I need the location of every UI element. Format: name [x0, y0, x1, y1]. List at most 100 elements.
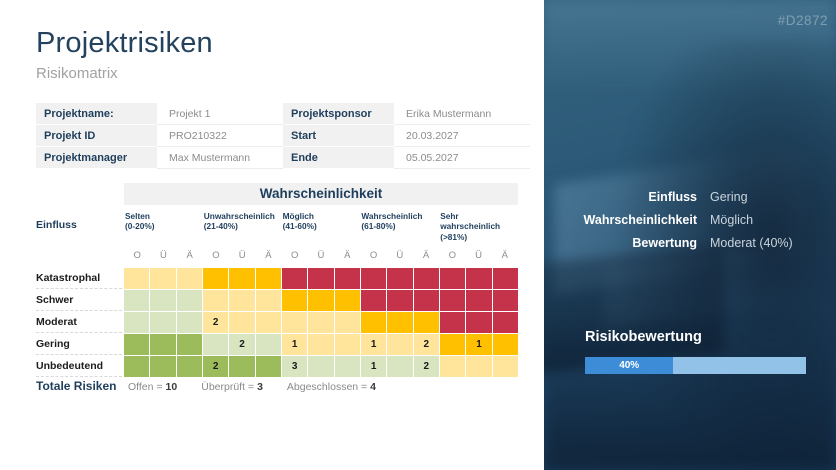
- kv-row: Bewertung Moderat (40%): [544, 236, 836, 251]
- matrix-cell: [203, 334, 229, 355]
- probability-column-range: (0-20%): [125, 221, 155, 232]
- matrix-cell: [466, 356, 492, 377]
- info-row: Ende 05.05.2027: [283, 147, 530, 169]
- impact-row-labels: Katastrophal Schwer Moderat Gering Unbedeute…: [36, 268, 122, 377]
- info-label: Ende: [283, 147, 394, 169]
- matrix-cell: [308, 268, 334, 289]
- matrix-cell: [387, 268, 413, 289]
- matrix-cell: [413, 312, 439, 333]
- status-letter: Ä: [186, 250, 193, 261]
- totals-item-value: 4: [370, 381, 377, 393]
- probability-column-range: (21-40%): [203, 221, 238, 232]
- info-row: Projektname: Projekt 1: [36, 103, 283, 125]
- matrix-cell: [124, 290, 150, 311]
- page-title: Projektrisiken: [36, 27, 213, 59]
- status-letter: Ü: [317, 250, 325, 261]
- probability-column-name: Wahrscheinlich: [361, 211, 423, 221]
- matrix-cell: [440, 356, 466, 377]
- probability-column-name: Sehr wahrscheinlich: [440, 211, 501, 232]
- totals-items: Offen = 10 Überprüft = 3 Abgeschlossen = 4: [128, 381, 376, 393]
- reference-code: #D2872: [777, 13, 828, 28]
- matrix-cell: [492, 334, 518, 355]
- kv-value: Möglich: [710, 213, 754, 227]
- matrix-cell: [229, 356, 255, 377]
- info-row: Projektmanager Max Mustermann: [36, 147, 283, 169]
- impact-row-label: Katastrophal: [36, 268, 122, 289]
- matrix-cell: 3: [282, 356, 308, 377]
- status-letter: Ü: [396, 250, 404, 261]
- info-value: 20.03.2027: [394, 125, 530, 147]
- photo-bottom-shade: [544, 310, 836, 470]
- status-letter: Ü: [238, 250, 246, 261]
- status-letter: Ä: [344, 250, 351, 261]
- impact-row-label: Gering: [36, 334, 122, 355]
- info-value: Erika Mustermann: [394, 103, 530, 125]
- matrix-cell: 1: [361, 356, 387, 377]
- matrix-cell: [229, 312, 255, 333]
- matrix-cell: [440, 312, 466, 333]
- matrix-cell: [361, 312, 387, 333]
- matrix-cell: 2: [413, 334, 439, 355]
- info-value: Max Mustermann: [157, 147, 283, 169]
- info-value: Projekt 1: [157, 103, 283, 125]
- probability-column-name: Selten: [125, 211, 150, 221]
- impact-row-label: Moderat: [36, 312, 122, 333]
- matrix-cell: [413, 290, 439, 311]
- probability-column-range: (>81%): [440, 231, 468, 242]
- matrix-cell: [124, 334, 150, 355]
- project-info-table-right: Projektsponsor Erika Mustermann Start 20.03…: [283, 103, 530, 169]
- info-label: Projektmanager: [36, 147, 157, 169]
- status-letter: Ä: [265, 250, 272, 261]
- matrix-cell: [308, 334, 334, 355]
- matrix-cell: [334, 290, 360, 311]
- matrix-cell: [492, 312, 518, 333]
- matrix-cell: [176, 290, 202, 311]
- kv-label: Wahrscheinlichkeit: [583, 213, 697, 227]
- matrix-cell: [176, 356, 202, 377]
- matrix-cell: [255, 268, 281, 289]
- matrix-cell: 2: [203, 312, 229, 333]
- status-letter: O: [291, 250, 299, 261]
- kv-label: Einfluss: [648, 190, 697, 204]
- info-label: Projektname:: [36, 103, 157, 125]
- matrix-cell: [203, 290, 229, 311]
- probability-column-headers: Selten (0-20%) Unwahrscheinlich (21-40%) Mög…: [124, 211, 518, 242]
- matrix-cell: [203, 268, 229, 289]
- matrix-cell: [387, 334, 413, 355]
- matrix-cell: [150, 356, 176, 377]
- side-panel: #D2872 Einfluss Gering Wahrscheinlichkeit M…: [544, 0, 836, 470]
- page-subtitle: Risikomatrix: [36, 65, 118, 82]
- probability-column-range: (61-80%): [361, 221, 396, 232]
- matrix-cell: [124, 356, 150, 377]
- matrix-cell: [334, 356, 360, 377]
- status-letter: Ü: [159, 250, 167, 261]
- totals-item-value: 3: [257, 381, 263, 393]
- matrix-cell: 1: [282, 334, 308, 355]
- matrix-cell: [255, 290, 281, 311]
- totals-item: Überprüft = 3: [201, 381, 263, 393]
- matrix-cell: [387, 356, 413, 377]
- probability-column-name: Unwahrscheinlich: [203, 211, 275, 221]
- risk-rating-title: Risikobewertung: [585, 329, 702, 345]
- matrix-cell: [361, 290, 387, 311]
- matrix-cell: [255, 356, 281, 377]
- risk-rating-percent: 40%: [619, 360, 640, 371]
- matrix-cell: [176, 268, 202, 289]
- status-letter: O: [448, 250, 457, 261]
- matrix-cell: [466, 312, 492, 333]
- matrix-cell: [492, 356, 518, 377]
- matrix-cell: [334, 334, 360, 355]
- matrix-cell: [150, 334, 176, 355]
- info-value: PRO210322: [157, 125, 283, 147]
- matrix-cell: [387, 312, 413, 333]
- matrix-cell: 2: [203, 356, 229, 377]
- info-row: Start 20.03.2027: [283, 125, 530, 147]
- matrix-cell: [229, 290, 255, 311]
- matrix-cell: [440, 268, 466, 289]
- risk-rating-bar-remainder: [673, 357, 806, 374]
- matrix-cell: 2: [413, 356, 439, 377]
- matrix-cell: [334, 268, 360, 289]
- info-label: Projekt ID: [36, 125, 157, 147]
- info-row: Projekt ID PRO210322: [36, 125, 283, 147]
